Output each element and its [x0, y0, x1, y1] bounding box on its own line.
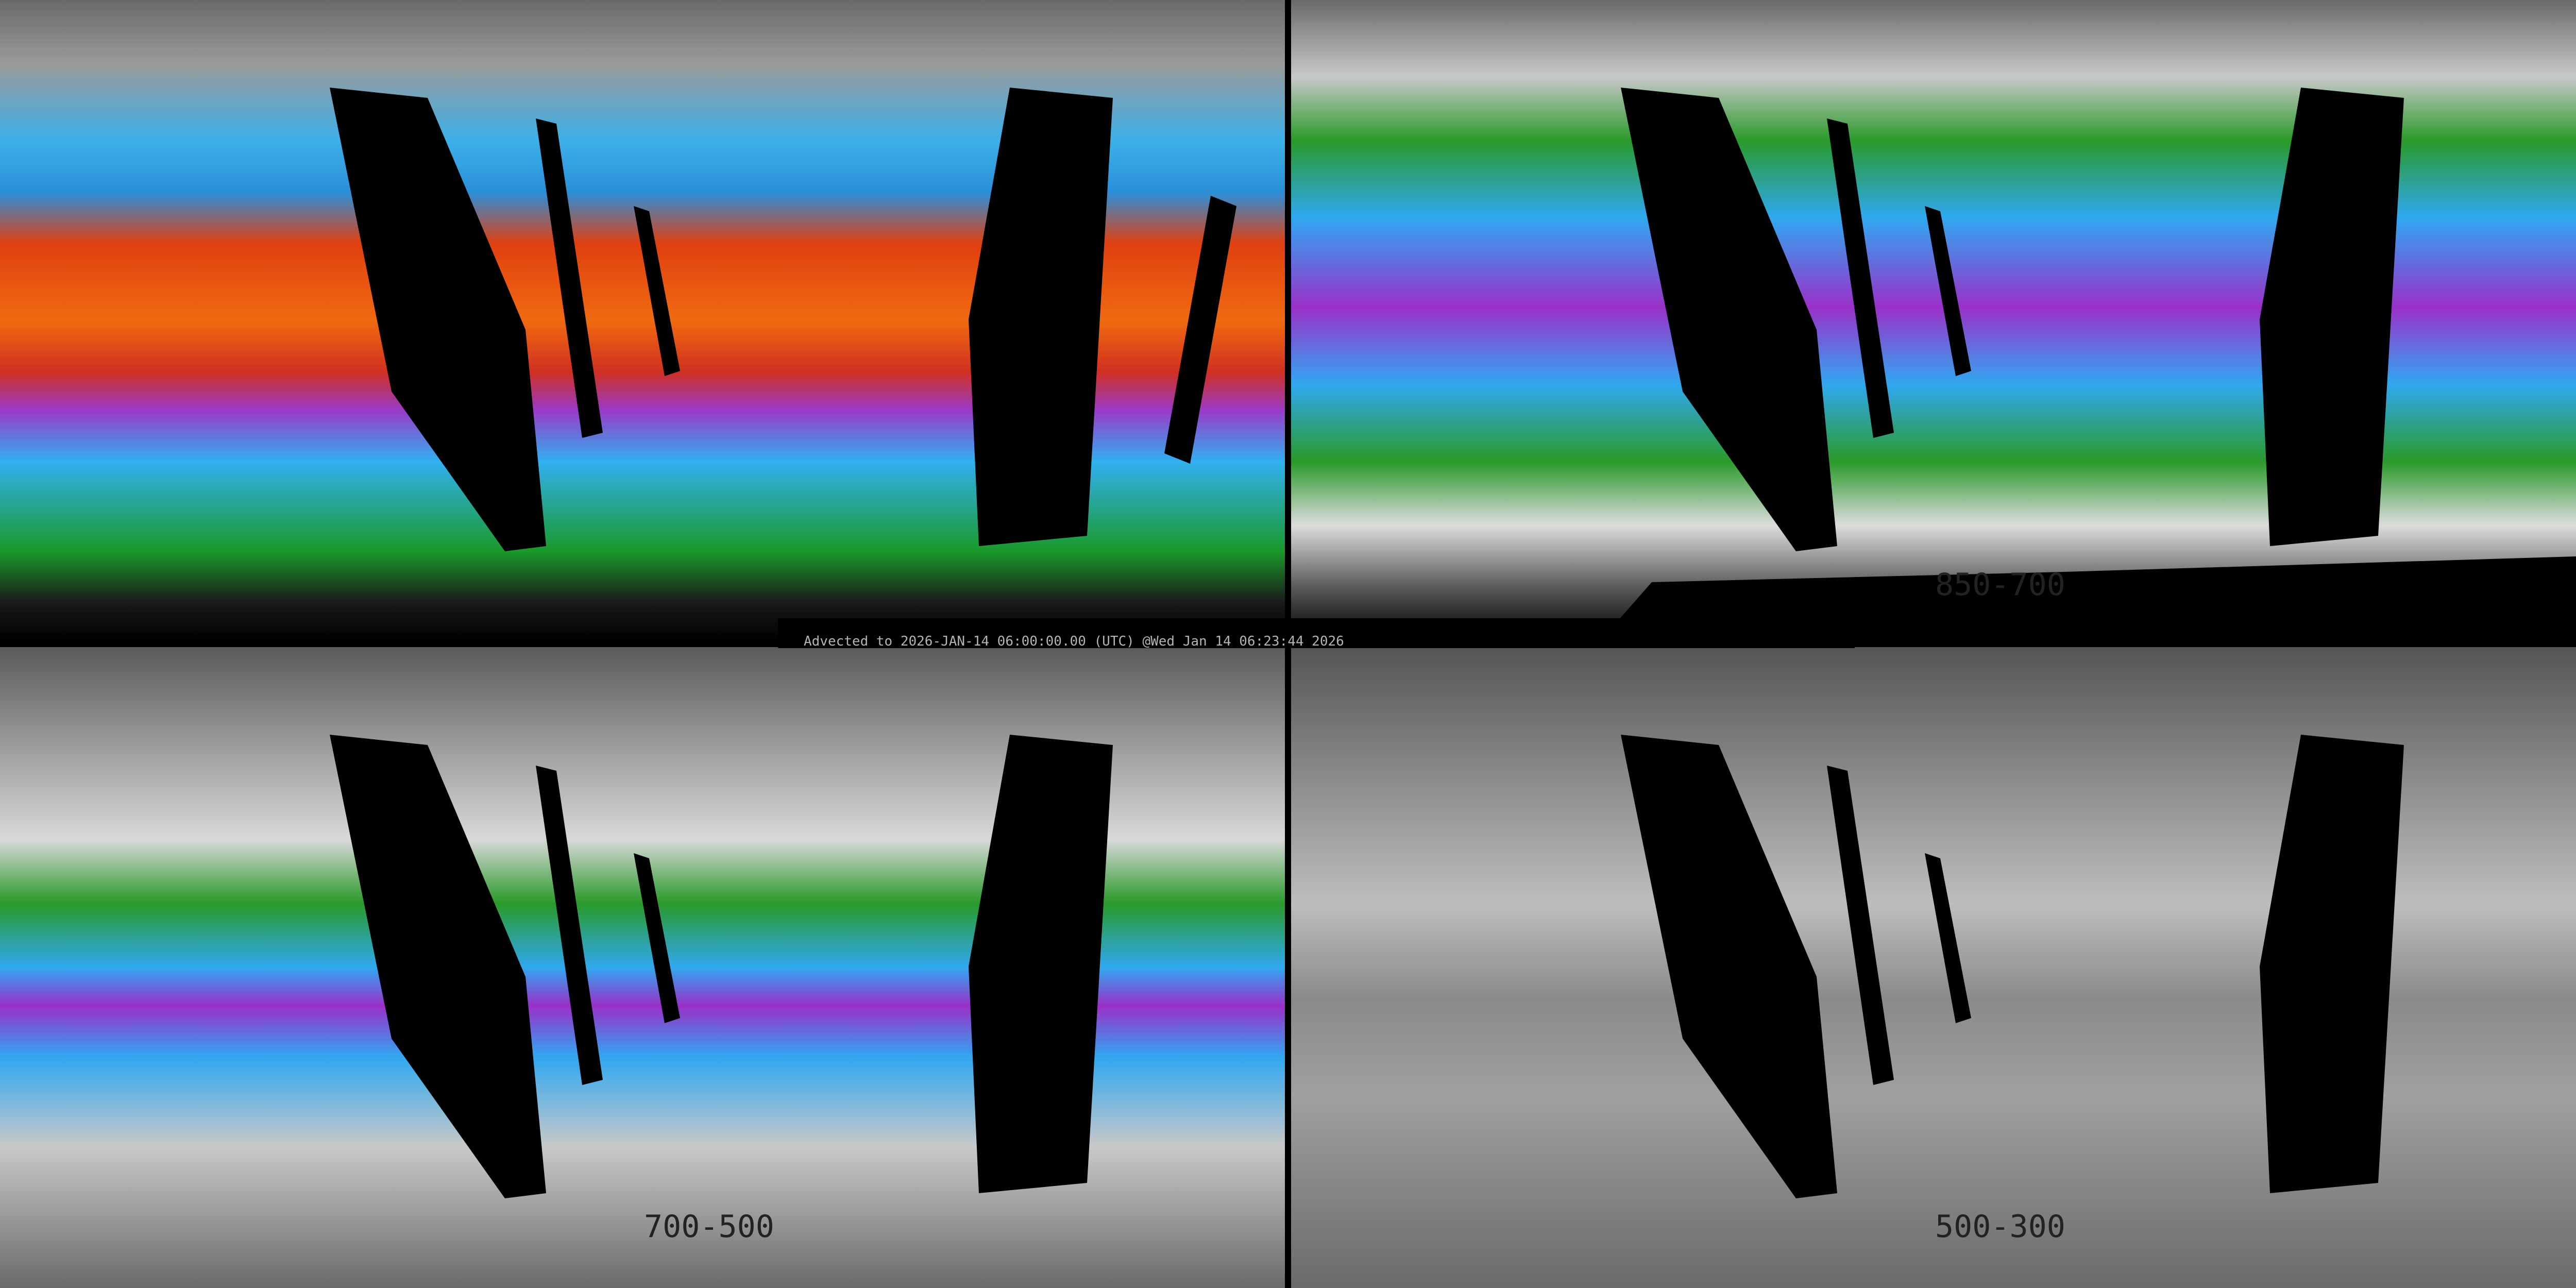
no-data-swaths — [330, 735, 1113, 1198]
map-panel-700-500: 700-500 — [0, 647, 1285, 1288]
map-panel-850-700: 850-700 — [1291, 0, 2576, 641]
no-data-swaths — [1621, 735, 2404, 1198]
no-data-swaths — [1600, 88, 2576, 641]
map-panel-500-300: 500-300 — [1291, 647, 2576, 1288]
no-data-swaths — [330, 88, 1236, 551]
layer-label: 850-700 — [1935, 567, 2065, 603]
layer-label: 700-500 — [644, 1209, 774, 1245]
map-panel-surface-850 — [0, 0, 1285, 641]
advection-timestamp: Advected to 2026-JAN-14 06:00:00.00 (UTC… — [804, 634, 1344, 649]
status-bar — [778, 618, 1855, 648]
layer-label: 500-300 — [1935, 1209, 2065, 1245]
